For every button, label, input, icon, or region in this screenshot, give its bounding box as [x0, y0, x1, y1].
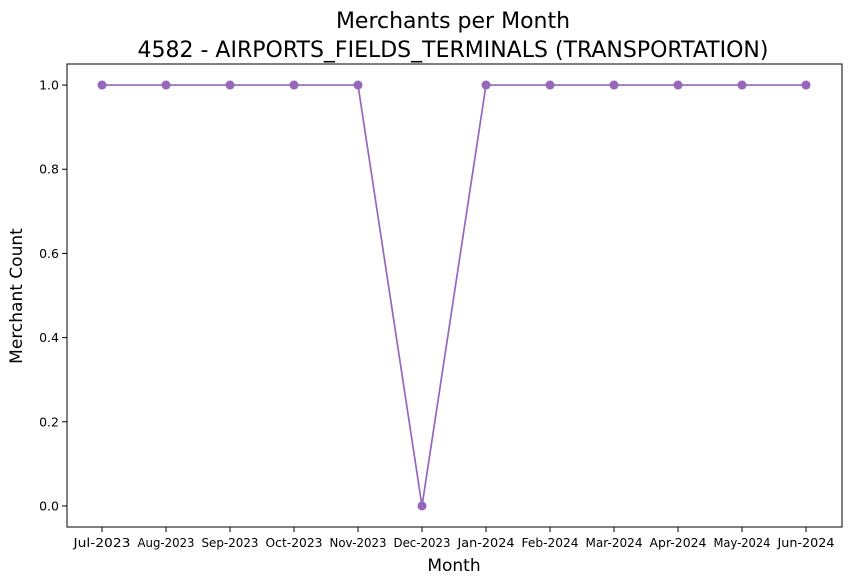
data-point [673, 80, 683, 90]
x-tick-label: May-2024 [714, 535, 771, 550]
y-tick-label: 0.8 [39, 162, 59, 177]
y-tick-label: 1.0 [39, 78, 59, 93]
data-point [609, 80, 619, 90]
series-points [97, 80, 811, 511]
data-point [289, 80, 299, 90]
x-tick-label: Jan-2024 [456, 535, 514, 550]
y-axis-label: Merchant Count [7, 228, 27, 364]
data-point [161, 80, 171, 90]
y-tick-label: 0.4 [39, 330, 59, 345]
data-point [353, 80, 363, 90]
data-point [481, 80, 491, 90]
x-tick-label: Dec-2023 [394, 535, 451, 550]
plot-area [66, 63, 843, 528]
y-tick-label: 0.0 [39, 498, 59, 513]
y-tick-label: 0.6 [39, 246, 59, 261]
data-point [545, 80, 555, 90]
data-point [417, 501, 427, 511]
data-point [225, 80, 235, 90]
x-tick-label: Jul-2023 [72, 535, 130, 550]
x-tick-label: Nov-2023 [330, 535, 387, 550]
series-line [102, 84, 806, 507]
x-tick-label: Sep-2023 [202, 535, 259, 550]
x-tick-label: Feb-2024 [522, 535, 579, 550]
chart-title-line1: Merchants per Month [336, 9, 570, 34]
x-tick-label: Aug-2023 [138, 535, 195, 550]
y-axis: 0.0 0.2 0.4 0.6 0.8 1.0 [39, 78, 67, 513]
chart-title-line2: 4582 - AIRPORTS_FIELDS_TERMINALS (TRANSP… [138, 38, 769, 63]
y-tick-label: 0.2 [39, 414, 59, 429]
x-tick-label: Jun-2024 [776, 535, 834, 550]
x-axis-label: Month [427, 556, 480, 576]
x-tick-label: Mar-2024 [586, 535, 643, 550]
x-axis: Jul-2023 Aug-2023 Sep-2023 Oct-2023 Nov-2023… [72, 527, 835, 550]
x-tick-label: Oct-2023 [266, 535, 323, 550]
data-point [801, 80, 811, 90]
data-point [737, 80, 747, 90]
data-point [97, 80, 107, 90]
x-tick-label: Apr-2024 [650, 535, 707, 550]
